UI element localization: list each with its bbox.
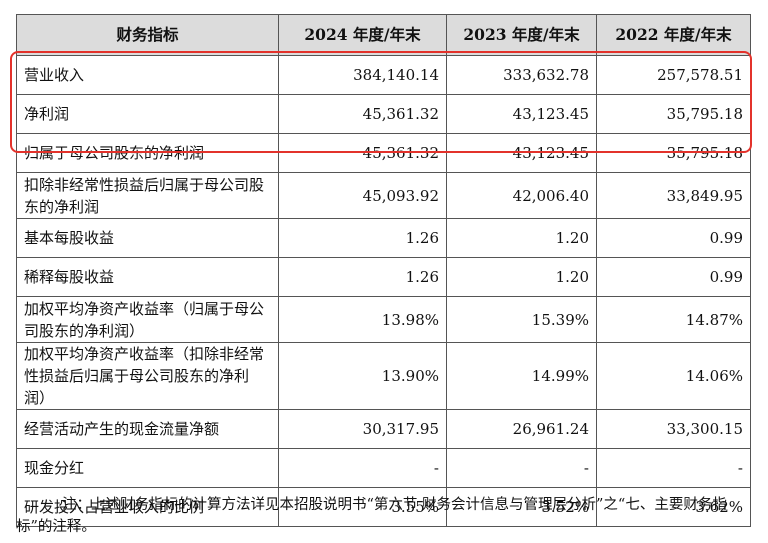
- row-label: 营业收入: [16, 55, 279, 95]
- table-row: 加权平均净资产收益率（扣除非经常性损益后归属于母公司股东的净利润） 13.90%…: [16, 342, 751, 410]
- header-2023: 2023 年度/年末: [446, 14, 597, 56]
- cell-2024: 13.98%: [278, 296, 447, 343]
- row-label: 稀释每股收益: [16, 257, 279, 297]
- cell-2023: 43,123.45: [446, 94, 597, 134]
- cell-2022: 35,795.18: [596, 94, 751, 134]
- cell-2024: 45,361.32: [278, 133, 447, 173]
- cell-2023: 1.20: [446, 218, 597, 258]
- cell-2022: 35,795.18: [596, 133, 751, 173]
- header-2022: 2022 年度/年末: [596, 14, 751, 56]
- financial-indicators-table-container: 财务指标 2024 年度/年末 2023 年度/年末 2022 年度/年末 营业…: [16, 14, 751, 527]
- header-2024: 2024 年度/年末: [278, 14, 447, 56]
- row-label: 研发投入占营业收入的比例: [16, 487, 279, 527]
- cell-2023: -: [446, 448, 597, 488]
- cell-2024: 384,140.14: [278, 55, 447, 95]
- cell-2024: 13.90%: [278, 342, 447, 410]
- cell-2024: 3.55%: [278, 487, 447, 527]
- table-row: 基本每股收益 1.26 1.20 0.99: [16, 218, 751, 258]
- cell-2022: 0.99: [596, 218, 751, 258]
- cell-2024: 1.26: [278, 257, 447, 297]
- cell-2023: 43,123.45: [446, 133, 597, 173]
- cell-2024: -: [278, 448, 447, 488]
- cell-2024: 45,361.32: [278, 94, 447, 134]
- cell-2023: 14.99%: [446, 342, 597, 410]
- row-label: 归属于母公司股东的净利润: [16, 133, 279, 173]
- cell-2023: 26,961.24: [446, 409, 597, 449]
- row-label: 扣除非经常性损益后归属于母公司股东的净利润: [16, 172, 279, 219]
- cell-2022: 257,578.51: [596, 55, 751, 95]
- row-label: 基本每股收益: [16, 218, 279, 258]
- header-indicator: 财务指标: [16, 14, 279, 56]
- table-row: 研发投入占营业收入的比例 3.55% 3.52% 3.62%: [16, 487, 751, 527]
- cell-2023: 15.39%: [446, 296, 597, 343]
- cell-2023: 1.20: [446, 257, 597, 297]
- row-label: 经营活动产生的现金流量净额: [16, 409, 279, 449]
- financial-indicators-table: 财务指标 2024 年度/年末 2023 年度/年末 2022 年度/年末 营业…: [16, 14, 751, 527]
- cell-2022: -: [596, 448, 751, 488]
- cell-2023: 333,632.78: [446, 55, 597, 95]
- row-label: 加权平均净资产收益率（扣除非经常性损益后归属于母公司股东的净利润）: [16, 342, 279, 410]
- cell-2022: 0.99: [596, 257, 751, 297]
- table-row: 营业收入 384,140.14 333,632.78 257,578.51: [16, 55, 751, 95]
- cell-2022: 3.62%: [596, 487, 751, 527]
- cell-2024: 30,317.95: [278, 409, 447, 449]
- table-row: 归属于母公司股东的净利润 45,361.32 43,123.45 35,795.…: [16, 133, 751, 173]
- footnote: 注：上述财务指标的计算方法详见本招股说明书“第六节 财务会计信息与管理层分析”之…: [16, 497, 727, 535]
- table-header-row: 财务指标 2024 年度/年末 2023 年度/年末 2022 年度/年末: [16, 14, 751, 56]
- table-row: 经营活动产生的现金流量净额 30,317.95 26,961.24 33,300…: [16, 409, 751, 449]
- cell-2022: 14.87%: [596, 296, 751, 343]
- row-label: 净利润: [16, 94, 279, 134]
- table-row: 稀释每股收益 1.26 1.20 0.99: [16, 257, 751, 297]
- table-row: 扣除非经常性损益后归属于母公司股东的净利润 45,093.92 42,006.4…: [16, 172, 751, 219]
- cell-2024: 1.26: [278, 218, 447, 258]
- table-row: 净利润 45,361.32 43,123.45 35,795.18: [16, 94, 751, 134]
- cell-2022: 33,300.15: [596, 409, 751, 449]
- cell-2022: 33,849.95: [596, 172, 751, 219]
- table-row: 现金分红 - - -: [16, 448, 751, 488]
- table-row: 加权平均净资产收益率（归属于母公司股东的净利润） 13.98% 15.39% 1…: [16, 296, 751, 343]
- row-label: 加权平均净资产收益率（归属于母公司股东的净利润）: [16, 296, 279, 343]
- cell-2022: 14.06%: [596, 342, 751, 410]
- row-label: 现金分红: [16, 448, 279, 488]
- cell-2023: 42,006.40: [446, 172, 597, 219]
- cell-2024: 45,093.92: [278, 172, 447, 219]
